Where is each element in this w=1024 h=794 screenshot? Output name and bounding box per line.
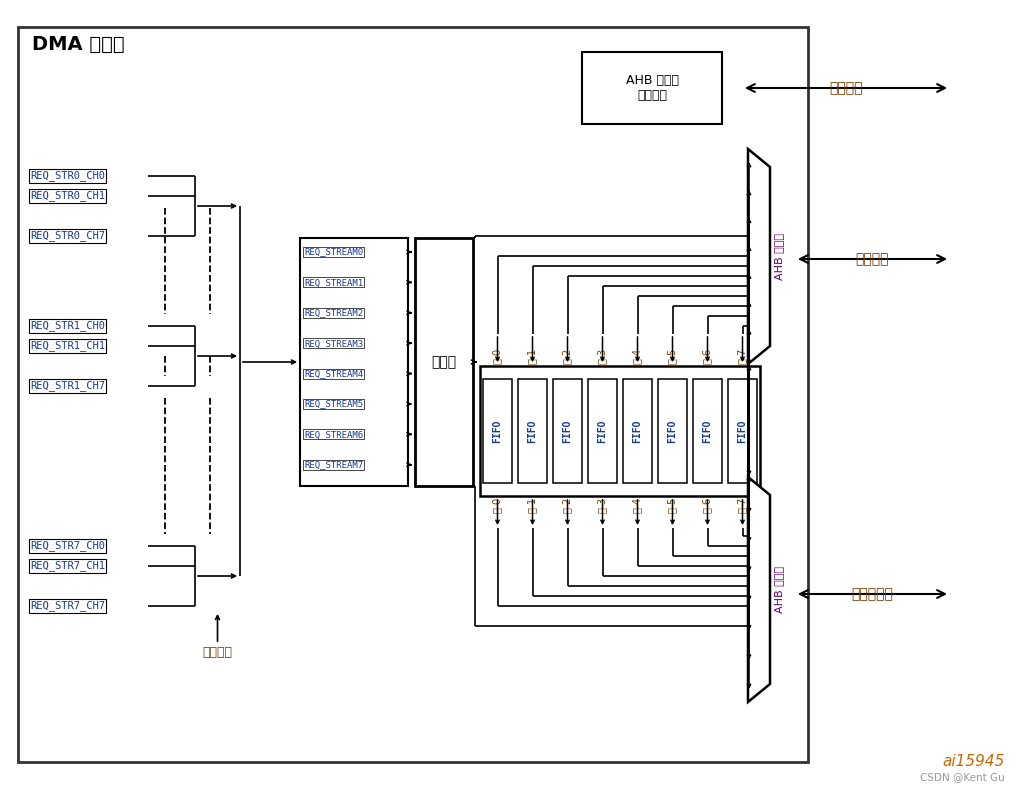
Bar [582, 52, 722, 124]
Text: FIFO: FIFO [668, 419, 678, 443]
Text: 流 2: 流 2 [562, 349, 572, 364]
Text: 仒裁器: 仒裁器 [431, 355, 457, 369]
Text: REQ_STREAM2: REQ_STREAM2 [304, 308, 364, 318]
Bar [18, 27, 808, 762]
Text: 流 5: 流 5 [668, 349, 678, 364]
Text: 流 7: 流 7 [737, 498, 748, 513]
Text: ai15945: ai15945 [943, 754, 1005, 769]
Polygon shape [748, 477, 770, 702]
Text: 流 5: 流 5 [668, 498, 678, 513]
Text: REQ_STR0_CH7: REQ_STR0_CH7 [30, 230, 105, 241]
Bar [728, 379, 757, 483]
Bar [518, 379, 547, 483]
Bar [480, 366, 760, 496]
Text: 通道选择: 通道选择 [203, 646, 232, 659]
Text: 流 4: 流 4 [633, 498, 642, 513]
Text: 流 6: 流 6 [702, 498, 713, 513]
Text: 流 2: 流 2 [562, 498, 572, 513]
Text: REQ_STR7_CH1: REQ_STR7_CH1 [30, 561, 105, 572]
Text: REQ_STR1_CH0: REQ_STR1_CH0 [30, 321, 105, 331]
Text: FIFO: FIFO [702, 419, 713, 443]
Text: REQ_STR7_CH0: REQ_STR7_CH0 [30, 541, 105, 552]
Bar [300, 238, 408, 486]
Text: REQ_STREAM3: REQ_STREAM3 [304, 339, 364, 348]
Text: 流 6: 流 6 [702, 349, 713, 364]
Text: REQ_STREAM4: REQ_STREAM4 [304, 369, 364, 378]
Text: FIFO: FIFO [527, 419, 538, 443]
Text: 外设端口: 外设端口 [856, 252, 889, 266]
Text: 流 3: 流 3 [597, 349, 607, 364]
Bar [483, 379, 512, 483]
Text: FIFO: FIFO [633, 419, 642, 443]
Text: REQ_STR7_CH7: REQ_STR7_CH7 [30, 600, 105, 611]
Bar [553, 379, 582, 483]
Text: 流 0: 流 0 [493, 498, 503, 513]
Text: 存储器端口: 存储器端口 [852, 587, 893, 601]
Text: DMA 控制器: DMA 控制器 [32, 35, 125, 54]
Polygon shape [748, 149, 770, 364]
Text: 流 3: 流 3 [597, 498, 607, 513]
Text: REQ_STR1_CH1: REQ_STR1_CH1 [30, 341, 105, 352]
Text: 流 4: 流 4 [633, 349, 642, 364]
Text: REQ_STREAM0: REQ_STREAM0 [304, 248, 364, 256]
Bar [623, 379, 652, 483]
Bar [415, 238, 473, 486]
Text: FIFO: FIFO [493, 419, 503, 443]
Text: REQ_STR1_CH7: REQ_STR1_CH7 [30, 380, 105, 391]
Text: 编程端口: 编程端口 [829, 81, 863, 95]
Text: AHB 从器件
编程接口: AHB 从器件 编程接口 [626, 74, 679, 102]
Bar [693, 379, 722, 483]
Text: 流 7: 流 7 [737, 349, 748, 364]
Text: AHB 主器件: AHB 主器件 [774, 233, 784, 280]
Text: FIFO: FIFO [737, 419, 748, 443]
Text: 流 1: 流 1 [527, 349, 538, 364]
Text: FIFO: FIFO [597, 419, 607, 443]
Bar [658, 379, 687, 483]
Text: REQ_STREAM1: REQ_STREAM1 [304, 278, 364, 287]
Text: FIFO: FIFO [562, 419, 572, 443]
Text: AHB 主器件: AHB 主器件 [774, 566, 784, 613]
Text: 流 0: 流 0 [493, 349, 503, 364]
Bar [588, 379, 617, 483]
Text: REQ_STR0_CH0: REQ_STR0_CH0 [30, 171, 105, 182]
Text: REQ_STREAM5: REQ_STREAM5 [304, 399, 364, 408]
Text: REQ_STREAM6: REQ_STREAM6 [304, 430, 364, 439]
Text: 流 1: 流 1 [527, 498, 538, 513]
Text: CSDN @Kent Gu: CSDN @Kent Gu [921, 772, 1005, 782]
Text: REQ_STR0_CH1: REQ_STR0_CH1 [30, 191, 105, 202]
Text: REQ_STREAM7: REQ_STREAM7 [304, 461, 364, 469]
